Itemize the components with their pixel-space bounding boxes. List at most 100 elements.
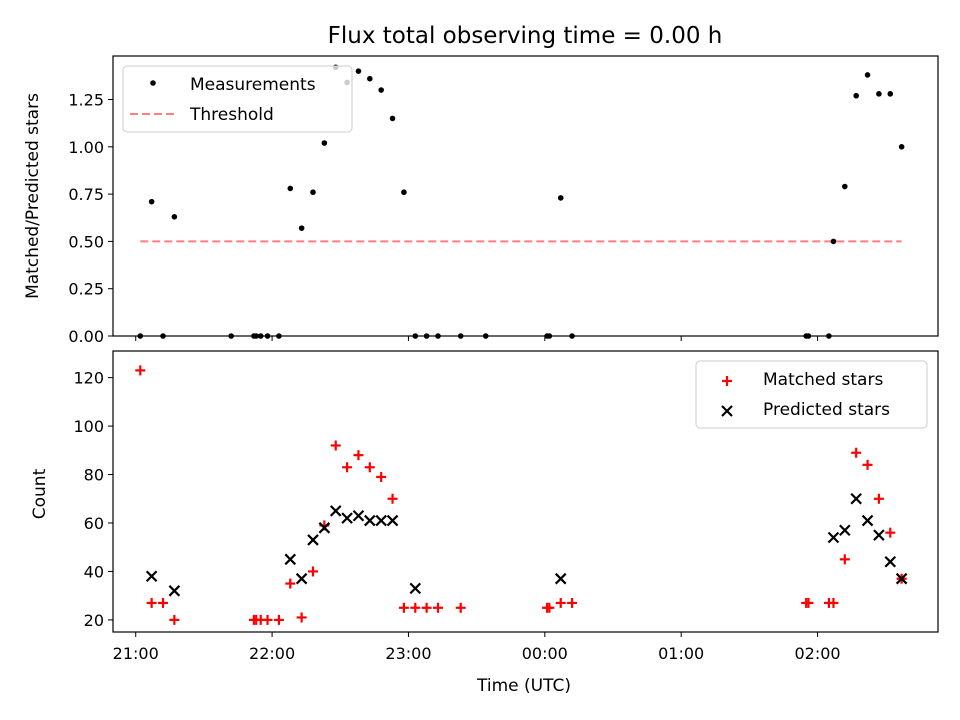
matched-star-point	[567, 597, 578, 608]
predicted-star-point	[409, 582, 422, 595]
matched-star-point	[296, 612, 307, 623]
predicted-star-point	[329, 505, 342, 517]
measurement-point	[830, 238, 837, 245]
bottom-y-tick-label: 80	[84, 466, 104, 485]
predicted-star-point	[295, 572, 308, 585]
measurement-point	[148, 198, 155, 205]
measurement-point	[898, 144, 905, 150]
measurement-point	[389, 115, 396, 122]
matched-star-point	[851, 447, 862, 458]
top-y-tick-label: 1.25	[68, 91, 104, 110]
top-y-tick-label: 0.00	[68, 327, 104, 346]
top-y-axis-label: Matched/Predicted stars	[23, 93, 43, 299]
measurement-point	[367, 75, 373, 82]
matched-star-point	[387, 493, 398, 504]
measurement-point	[842, 183, 848, 190]
x-axis-label: Time (UTC)	[476, 676, 571, 696]
measurement-point	[287, 185, 294, 192]
matched-star-point	[158, 597, 168, 608]
legend-predicted-label: Predicted stars	[763, 400, 890, 420]
bottom-legend: Matched stars Predicted stars	[695, 360, 928, 429]
top-y-tick-label: 1.00	[68, 138, 104, 157]
measurement-point	[355, 68, 362, 74]
legend-matched-marker	[722, 376, 732, 386]
predicted-star-point	[827, 531, 840, 544]
measurement-point	[887, 91, 894, 97]
matched-star-point	[455, 602, 466, 613]
measurement-point	[853, 92, 859, 99]
predicted-star-point	[284, 553, 297, 566]
matched-star-point	[398, 602, 409, 613]
top-y-tick-label: 0.25	[68, 280, 104, 299]
matched-star-point	[839, 554, 850, 565]
predicted-star-point	[364, 514, 376, 527]
bottom-y-tick-label: 60	[84, 514, 104, 533]
matched-star-point	[885, 527, 896, 538]
measurement-point	[557, 195, 564, 201]
x-tick-label: 22:00	[249, 644, 295, 663]
measurement-point	[298, 225, 305, 231]
matched-star-point	[544, 602, 555, 613]
matched-star-point	[308, 566, 318, 577]
matched-star-point	[364, 462, 375, 473]
measurement-point	[171, 214, 178, 220]
measurement-point	[876, 91, 882, 97]
predicted-star-point	[386, 514, 399, 527]
measurement-point	[310, 189, 316, 196]
predicted-star-point	[145, 570, 158, 583]
matched-star-point	[873, 493, 884, 504]
matched-star-point	[330, 440, 341, 451]
x-tick-label: 01:00	[658, 644, 704, 663]
matched-star-point	[285, 578, 296, 589]
matched-star-point	[146, 597, 157, 608]
x-tick-label: 00:00	[522, 644, 568, 663]
bottom-y-tick-label: 20	[84, 611, 104, 630]
legend-measurements-marker	[150, 80, 156, 86]
x-tick-label: 21:00	[113, 644, 159, 663]
bottom-panel-frame	[112, 350, 939, 633]
predicted-star-point	[352, 509, 365, 522]
matched-star-point	[555, 597, 566, 608]
predicted-star-point	[895, 572, 908, 585]
matched-star-point	[262, 614, 273, 625]
bottom-panel: 20 40 60 80 100 120 21:00 22:00 23:00 00:00 01:00 0…	[30, 350, 939, 696]
top-legend: Measurements Threshold	[122, 65, 353, 133]
predicted-star-point	[861, 514, 874, 527]
bottom-y-axis-label: Count	[30, 468, 50, 519]
matched-star-point	[803, 597, 814, 608]
predicted-star-point	[375, 514, 387, 527]
matched-star-point	[410, 602, 421, 613]
measurement-point	[378, 87, 384, 93]
matched-star-point	[169, 614, 180, 625]
matched-star-point	[433, 602, 443, 613]
predicted-star-point	[318, 522, 331, 534]
bottom-y-tick-label: 100	[73, 417, 104, 436]
legend-threshold-label: Threshold	[189, 105, 274, 125]
legend-predicted-marker	[721, 405, 733, 417]
predicted-star-point	[307, 534, 319, 546]
bottom-legend-box	[695, 360, 928, 429]
matched-star-point	[421, 602, 432, 613]
measurement-point	[401, 189, 407, 196]
measurement-point	[321, 140, 328, 146]
measurement-point	[864, 72, 871, 78]
matched-star-point	[273, 614, 284, 625]
predicted-star-point	[884, 555, 897, 568]
predicted-star-point	[168, 585, 181, 597]
matched-star-point	[342, 462, 353, 473]
top-panel-frame	[112, 55, 939, 337]
predicted-star-point	[341, 512, 353, 524]
legend-matched-label: Matched stars	[763, 370, 883, 390]
bottom-y-tick-label: 40	[84, 562, 104, 581]
x-tick-label: 23:00	[385, 644, 431, 663]
predicted-star-point	[554, 572, 567, 585]
predicted-star-point	[873, 529, 885, 541]
matched-star-point	[862, 459, 873, 470]
legend-measurements-label: Measurements	[190, 75, 316, 95]
top-y-tick-label: 0.50	[68, 232, 104, 251]
predicted-star-point	[839, 524, 851, 537]
bottom-y-tick-label: 120	[73, 369, 104, 388]
matched-star-point	[353, 450, 364, 461]
x-tick-label: 02:00	[794, 644, 840, 663]
